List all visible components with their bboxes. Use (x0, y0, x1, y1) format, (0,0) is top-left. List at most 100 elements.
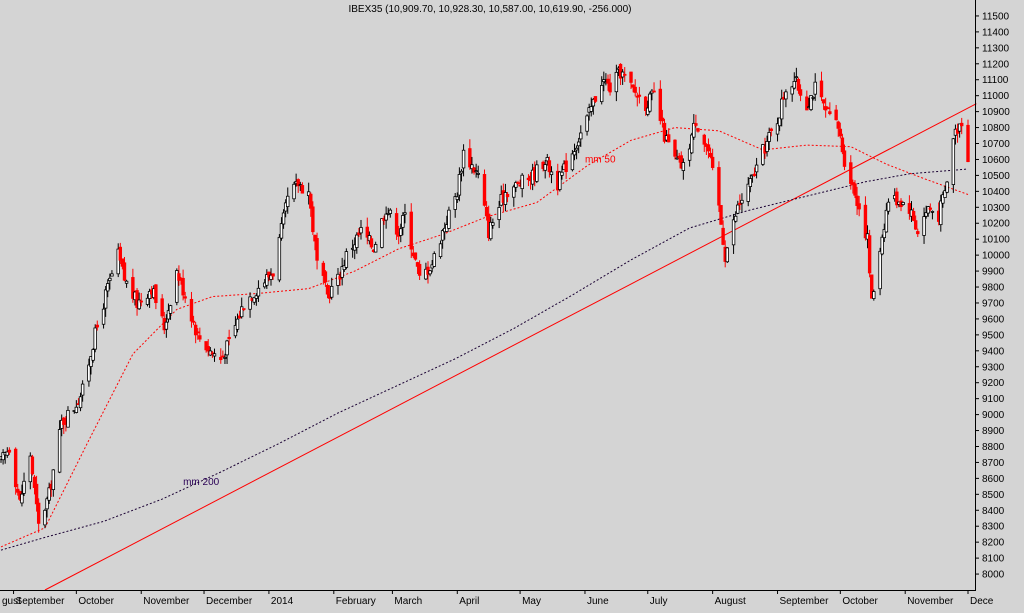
candle-body (124, 280, 129, 284)
candle-body (191, 320, 196, 323)
candle-body (168, 305, 173, 314)
candle-body (721, 227, 725, 245)
x-tick-label: September (780, 596, 830, 607)
candle-body (608, 82, 612, 93)
y-tick-label: 8000 (982, 570, 1005, 581)
candle-body (853, 183, 857, 196)
candle-body (131, 277, 135, 299)
candle-body (7, 449, 12, 453)
candle-body (225, 340, 229, 356)
candle-body (491, 222, 495, 226)
x-tick-label: November (143, 596, 190, 607)
candle-body (110, 273, 114, 277)
candle-body (223, 357, 227, 359)
candle-body (857, 203, 861, 210)
chart-title: IBEX35 (10,909.70, 10,928.30, 10,587.00,… (348, 4, 631, 15)
candle-body (401, 215, 405, 228)
candle-body (880, 236, 884, 255)
candle-body (367, 235, 372, 242)
candle-body (872, 291, 876, 299)
candle-body (118, 246, 123, 261)
candle-body (840, 137, 845, 153)
candle-body (279, 223, 284, 239)
candle-body (489, 221, 493, 240)
x-tick-label: August (715, 596, 746, 607)
y-tick-label: 8900 (982, 426, 1005, 437)
candle-body (409, 211, 413, 250)
candle-body (637, 94, 642, 97)
candle-body (922, 216, 926, 236)
candle-body (16, 488, 20, 493)
y-tick-label: 10200 (982, 219, 1010, 230)
x-tick-label: Dece (970, 596, 994, 607)
candle-body (137, 299, 141, 310)
candle-body (784, 91, 788, 100)
candle-body (679, 155, 683, 169)
candle-body (591, 98, 596, 107)
candle-body (95, 324, 99, 328)
candle-body (66, 409, 70, 428)
candle-body (321, 262, 326, 276)
candle-body (242, 308, 246, 310)
candle-body (543, 164, 547, 171)
candle-body (706, 144, 711, 152)
candle-body (359, 227, 363, 234)
plot-area (0, 0, 975, 590)
x-tick-label: March (394, 596, 422, 607)
y-tick-label: 11100 (982, 75, 1009, 86)
candle-body (579, 132, 583, 140)
candle-body (731, 219, 736, 246)
candle-body (618, 63, 623, 79)
candle-body (842, 150, 847, 167)
candle-body (300, 185, 305, 194)
candle-body (600, 85, 604, 103)
candle-body (240, 306, 244, 318)
candle-body (256, 287, 261, 297)
y-tick-label: 10500 (982, 171, 1010, 182)
candle-body (198, 335, 202, 340)
y-tick-label: 9400 (982, 346, 1005, 357)
y-tick-label: 10600 (982, 155, 1010, 166)
candle-body (870, 274, 874, 299)
y-tick-label: 9700 (982, 298, 1005, 309)
candle-body (886, 201, 891, 212)
x-tick-label: February (336, 596, 376, 607)
candle-body (311, 206, 315, 233)
candle-body (36, 502, 41, 524)
candle-body (662, 122, 667, 142)
x-tick-label: October (842, 596, 878, 607)
candle-body (702, 134, 706, 145)
candle-body (928, 207, 933, 210)
y-tick-label: 9200 (982, 378, 1005, 389)
candle-body (461, 149, 466, 169)
candle-body (792, 81, 796, 89)
y-tick-label: 8100 (982, 554, 1005, 565)
y-tick-label: 11000 (982, 91, 1010, 102)
y-tick-label: 8700 (982, 458, 1005, 469)
candle-body (1, 452, 5, 461)
candle-body (413, 252, 418, 260)
candle-body (87, 364, 91, 382)
candle-body (45, 498, 49, 510)
ma-label: mm 200 (183, 477, 220, 488)
candle-body (474, 170, 478, 173)
candle-body (516, 182, 520, 184)
candle-body (20, 493, 24, 504)
y-tick-label: 10800 (982, 123, 1010, 134)
candle-body (849, 162, 853, 184)
x-tick-label: gust (2, 596, 21, 607)
x-tick-label: April (459, 596, 479, 607)
candle-body (160, 298, 164, 317)
candle-body (476, 172, 480, 175)
candle-body (286, 195, 290, 207)
candle-body (344, 251, 349, 268)
candle-body (455, 196, 459, 200)
y-tick-label: 10000 (982, 251, 1010, 262)
candle-body (235, 318, 240, 330)
candle-body (560, 171, 564, 176)
candle-body (503, 192, 508, 205)
candle-body (694, 123, 698, 126)
candle-body (719, 205, 723, 225)
candle-body (945, 181, 949, 193)
